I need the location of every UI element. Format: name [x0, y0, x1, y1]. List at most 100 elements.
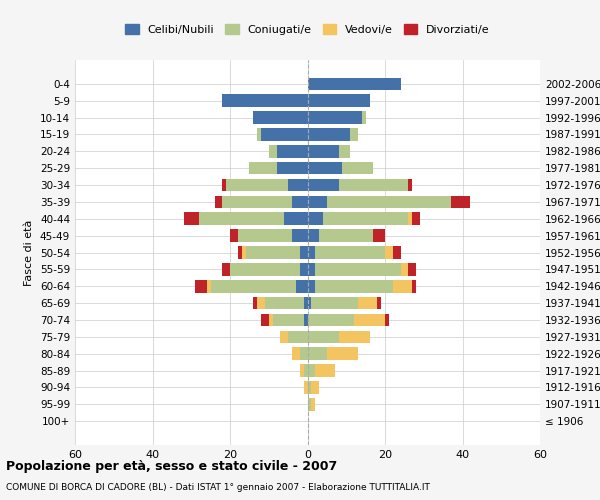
Bar — [222, 196, 292, 208]
Bar — [315, 280, 393, 292]
Bar — [211, 280, 296, 292]
Bar — [215, 196, 222, 208]
Bar — [373, 230, 385, 242]
Bar — [238, 230, 292, 242]
Bar — [230, 263, 300, 276]
Bar — [327, 196, 451, 208]
Bar — [308, 398, 311, 410]
Bar — [284, 212, 308, 225]
Bar — [412, 212, 420, 225]
Bar — [308, 364, 315, 377]
Bar — [288, 330, 308, 343]
Bar — [269, 145, 277, 158]
Bar — [343, 162, 373, 174]
Bar — [292, 196, 308, 208]
Bar — [272, 314, 304, 326]
Bar — [242, 246, 245, 259]
Bar — [277, 162, 308, 174]
Bar — [261, 314, 269, 326]
Bar — [308, 230, 319, 242]
Bar — [304, 364, 308, 377]
Bar — [308, 212, 323, 225]
Bar — [350, 128, 358, 141]
Bar — [315, 364, 335, 377]
Bar — [308, 297, 311, 310]
Bar — [226, 178, 288, 192]
Bar — [304, 381, 308, 394]
Bar — [288, 178, 308, 192]
Bar — [257, 128, 261, 141]
Bar — [257, 297, 265, 310]
Bar — [277, 145, 308, 158]
Bar — [292, 348, 300, 360]
Bar — [323, 212, 408, 225]
Bar — [222, 94, 308, 107]
Bar — [338, 178, 408, 192]
Bar — [308, 94, 370, 107]
Text: Popolazione per età, sesso e stato civile - 2007: Popolazione per età, sesso e stato civil… — [6, 460, 337, 473]
Bar — [308, 263, 315, 276]
Bar — [300, 263, 308, 276]
Bar — [265, 297, 304, 310]
Y-axis label: Fasce di età: Fasce di età — [25, 220, 34, 286]
Bar — [308, 330, 338, 343]
Bar — [385, 314, 389, 326]
Bar — [184, 212, 199, 225]
Bar — [308, 314, 354, 326]
Bar — [412, 280, 416, 292]
Bar — [362, 111, 365, 124]
Bar — [311, 381, 319, 394]
Bar — [222, 178, 226, 192]
Bar — [269, 314, 272, 326]
Bar — [280, 330, 288, 343]
Bar — [230, 230, 238, 242]
Bar — [308, 246, 315, 259]
Bar — [300, 364, 304, 377]
Bar — [327, 348, 358, 360]
Bar — [308, 78, 401, 90]
Bar — [308, 381, 311, 394]
Bar — [308, 145, 338, 158]
Bar — [319, 230, 373, 242]
Bar — [245, 246, 300, 259]
Bar — [253, 297, 257, 310]
Bar — [199, 212, 284, 225]
Bar — [393, 246, 401, 259]
Bar — [304, 297, 308, 310]
Bar — [315, 263, 401, 276]
Bar — [408, 178, 412, 192]
Bar — [253, 111, 308, 124]
Bar — [354, 314, 385, 326]
Bar — [195, 280, 207, 292]
Bar — [358, 297, 377, 310]
Bar — [308, 128, 350, 141]
Bar — [308, 111, 362, 124]
Bar — [222, 263, 230, 276]
Bar — [385, 246, 393, 259]
Bar — [311, 297, 358, 310]
Bar — [393, 280, 412, 292]
Bar — [377, 297, 381, 310]
Legend: Celibi/Nubili, Coniugati/e, Vedovi/e, Divorziati/e: Celibi/Nubili, Coniugati/e, Vedovi/e, Di… — [121, 20, 494, 39]
Text: COMUNE DI BORCA DI CADORE (BL) - Dati ISTAT 1° gennaio 2007 - Elaborazione TUTTI: COMUNE DI BORCA DI CADORE (BL) - Dati IS… — [6, 483, 430, 492]
Bar — [296, 280, 308, 292]
Bar — [408, 263, 416, 276]
Bar — [300, 348, 308, 360]
Bar — [238, 246, 242, 259]
Bar — [408, 212, 412, 225]
Bar — [292, 230, 308, 242]
Bar — [338, 330, 370, 343]
Bar — [250, 162, 277, 174]
Bar — [451, 196, 470, 208]
Bar — [308, 280, 315, 292]
Bar — [315, 246, 385, 259]
Bar — [308, 348, 327, 360]
Bar — [338, 145, 350, 158]
Bar — [311, 398, 315, 410]
Bar — [308, 162, 343, 174]
Bar — [304, 314, 308, 326]
Bar — [261, 128, 308, 141]
Bar — [401, 263, 408, 276]
Bar — [300, 246, 308, 259]
Bar — [308, 196, 327, 208]
